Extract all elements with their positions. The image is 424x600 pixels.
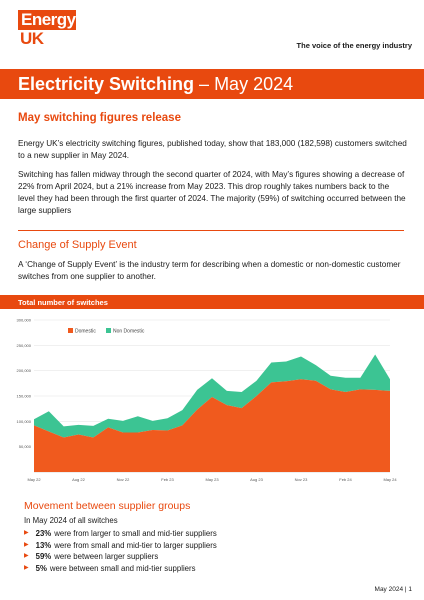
x-tick-label: May 24: [383, 477, 397, 482]
y-tick-label: 150,000: [17, 394, 32, 399]
list-item: ▶ 13% were from small and mid-tier to larg…: [24, 540, 217, 552]
movement-text: were from larger to small and mid-tier s…: [54, 529, 217, 538]
y-tick-label: 300,000: [17, 318, 32, 323]
x-tick-label: Nov 23: [295, 477, 308, 482]
movement-text: were between larger suppliers: [54, 552, 159, 561]
domestic-area: [34, 379, 390, 472]
movement-percent: 5%: [35, 563, 47, 573]
switches-chart: 50,000 100,000 150,000 200,000 250,000 300,00…: [17, 318, 398, 483]
movement-percent: 13%: [35, 540, 52, 550]
tagline: The voice of the energy industry: [296, 41, 412, 50]
page-title: Electricity Switching – May 2024: [0, 69, 424, 99]
list-item: ▶ 23% were from larger to small and mid-ti…: [24, 528, 217, 540]
title-separator: –: [199, 73, 210, 94]
bullet-arrow-icon: ▶: [24, 564, 29, 571]
y-tick-label: 100,000: [17, 419, 32, 424]
x-tick-label: May 22: [27, 477, 41, 482]
movement-text: were between small and mid-tier supplier…: [49, 563, 196, 573]
movement-list: ▶ 23% were from larger to small and mid-ti…: [24, 528, 217, 574]
release-paragraph-2: Switching has fallen midway through the …: [18, 170, 406, 215]
logo-word-uk: UK: [20, 29, 44, 48]
bullet-arrow-icon: ▶: [24, 530, 29, 536]
list-item: ▶ 59% were between larger suppliers: [24, 551, 217, 563]
title-date: May 2024: [214, 73, 294, 94]
movement-percent: 59%: [35, 552, 52, 561]
x-tick-label: Feb 24: [339, 477, 352, 482]
x-tick-label: May 23: [205, 477, 219, 482]
movement-text: were from small and mid-tier to larger s…: [54, 540, 217, 550]
non-domestic-area: [34, 354, 390, 438]
cose-paragraph: A ‘Change of Supply Event’ is the indust…: [18, 260, 401, 281]
legend-swatch-non-domestic: [106, 328, 111, 333]
x-tick-label: Aug 22: [72, 477, 85, 482]
release-paragraph-1: Energy UK’s electricity switching figure…: [18, 139, 407, 160]
y-tick-label: 200,000: [17, 368, 32, 373]
section-divider: [18, 230, 404, 231]
bullet-arrow-icon: ▶: [24, 541, 29, 548]
x-tick-label: Feb 23: [161, 477, 174, 482]
list-item: ▶ 5% were between small and mid-tier suppl…: [24, 563, 217, 575]
title-main: Electricity Switching: [18, 73, 195, 94]
movement-intro: In May 2024 of all switches: [24, 516, 118, 525]
cose-heading: Change of Supply Event: [18, 239, 137, 251]
x-tick-label: Nov 22: [117, 477, 130, 482]
bullet-arrow-icon: ▶: [24, 553, 29, 559]
energy-uk-logo: Energy UK: [18, 10, 76, 47]
chart-title-band: Total number of switches: [0, 295, 424, 309]
x-tick-label: Aug 23: [250, 477, 263, 482]
release-heading: May switching figures release: [18, 112, 181, 124]
legend-label-domestic: Domestic: [75, 329, 96, 335]
logo-word-energy: Energy: [18, 10, 76, 30]
movement-percent: 23%: [35, 529, 52, 538]
y-tick-label: 250,000: [17, 343, 32, 348]
movement-heading: Movement between supplier groups: [24, 500, 191, 512]
legend-label-non-domestic: Non Domestic: [113, 329, 145, 335]
legend-swatch-domestic: [68, 328, 73, 333]
page-footer: May 2024 | 1: [374, 586, 412, 593]
y-tick-label: 50,000: [19, 444, 32, 449]
